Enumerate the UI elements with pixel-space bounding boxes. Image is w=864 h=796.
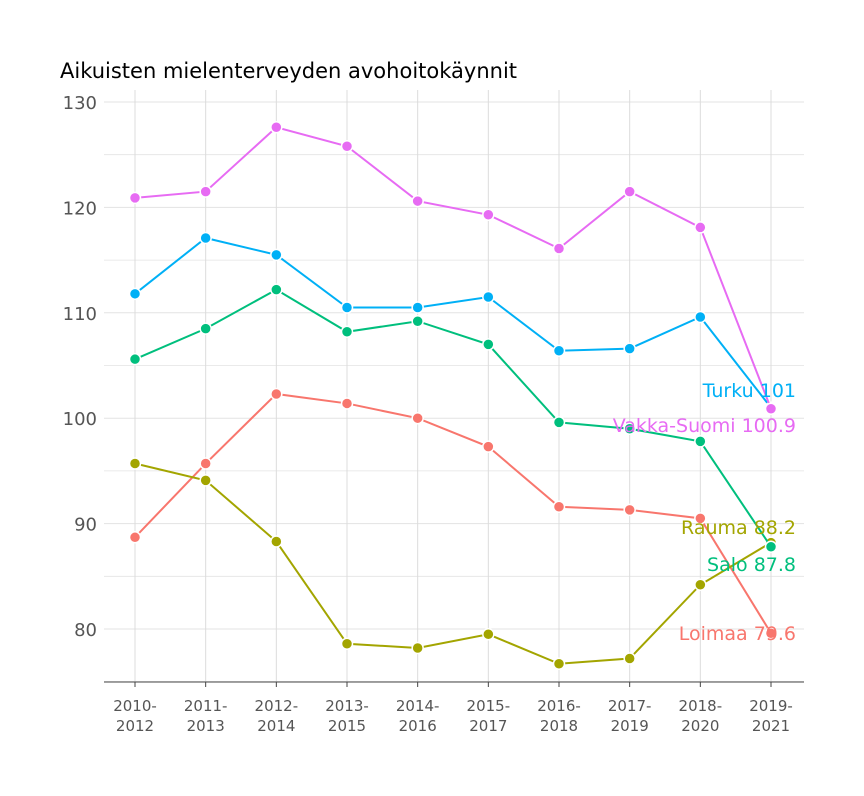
data-point	[199, 474, 212, 487]
data-point	[623, 185, 636, 198]
data-point	[340, 397, 354, 410]
data-point	[764, 402, 778, 415]
y-tick-label: 110	[63, 304, 97, 325]
data-point	[128, 457, 142, 470]
data-point	[128, 191, 142, 205]
data-point	[623, 422, 636, 435]
data-point	[199, 322, 212, 335]
end-label: Loimaa 79.6	[679, 623, 796, 645]
data-point	[552, 242, 566, 255]
data-point	[482, 628, 495, 641]
x-tick-label: 2013	[187, 717, 225, 735]
data-point	[623, 503, 636, 517]
x-tick-label: 2013-	[325, 697, 369, 715]
data-point	[340, 301, 354, 314]
x-tick-label: 2014	[257, 717, 295, 735]
data-point	[270, 248, 283, 262]
x-tick-label: 2015	[328, 717, 366, 735]
x-tick-label: 2011-	[184, 697, 228, 715]
series-vakka-suomi	[128, 121, 778, 415]
series-turku	[128, 231, 778, 414]
series-line	[134, 126, 772, 410]
y-tick-label: 130	[63, 93, 97, 114]
data-point	[128, 352, 142, 366]
data-point	[411, 411, 424, 425]
series-line	[134, 288, 772, 548]
data-point	[764, 540, 778, 554]
x-tick-label: 2018-	[679, 697, 723, 715]
data-point	[128, 531, 142, 544]
x-tick-label: 2021	[752, 717, 790, 735]
series-line	[134, 462, 772, 665]
x-tick-label: 2012-	[255, 697, 299, 715]
data-point	[199, 457, 212, 470]
end-label: Rauma 88.2	[681, 517, 796, 539]
data-point	[694, 512, 707, 525]
x-tick-label: 2019-	[749, 697, 793, 715]
data-point	[411, 641, 424, 655]
x-tick-label: 2017-	[608, 697, 652, 715]
data-point	[552, 657, 566, 671]
data-point	[270, 387, 283, 401]
data-point	[128, 287, 142, 301]
data-point	[270, 535, 283, 548]
data-point	[694, 221, 707, 234]
data-point	[411, 301, 424, 314]
data-point	[199, 231, 212, 245]
data-point	[340, 637, 354, 651]
data-point	[694, 578, 707, 591]
y-tick-label: 100	[63, 409, 97, 430]
x-tick-label: 2016	[399, 717, 437, 735]
series-loimaa	[128, 387, 778, 640]
data-point	[623, 652, 636, 665]
series-line	[134, 236, 772, 409]
data-point	[411, 314, 424, 328]
y-tick-label: 120	[63, 198, 97, 219]
x-tick-label: 2015-	[467, 697, 511, 715]
end-label: Turku 101	[702, 380, 796, 402]
data-point	[694, 310, 707, 324]
data-point	[270, 121, 283, 134]
x-tick-label: 2020	[681, 717, 719, 735]
x-tick-label: 2012	[116, 717, 154, 735]
series-line	[134, 392, 772, 634]
data-point	[764, 626, 778, 640]
data-point	[482, 290, 495, 304]
data-point	[270, 283, 283, 296]
data-point	[482, 208, 495, 222]
data-point	[694, 435, 707, 448]
x-tick-label: 2019	[611, 717, 649, 735]
chart-title: Aikuisten mielenterveyden avohoitokäynni…	[60, 59, 517, 83]
data-point	[340, 325, 354, 339]
x-tick-label: 2014-	[396, 697, 440, 715]
data-point	[482, 440, 495, 453]
end-label: Salo 87.8	[707, 554, 796, 576]
end-label: Vakka-Suomi 100.9	[613, 415, 796, 437]
data-point	[623, 342, 636, 355]
y-tick-label: 90	[74, 515, 97, 536]
data-point	[199, 185, 212, 198]
data-point	[411, 194, 424, 208]
y-tick-label: 80	[74, 620, 97, 641]
data-point	[552, 344, 566, 357]
x-tick-label: 2018	[540, 717, 578, 735]
data-point	[552, 416, 566, 429]
x-tick-label: 2017	[469, 717, 507, 735]
data-point	[552, 500, 566, 513]
data-point	[340, 140, 354, 153]
x-tick-label: 2010-	[113, 697, 157, 715]
data-point	[482, 338, 495, 351]
series-salo	[128, 283, 778, 554]
x-tick-label: 2016-	[537, 697, 581, 715]
